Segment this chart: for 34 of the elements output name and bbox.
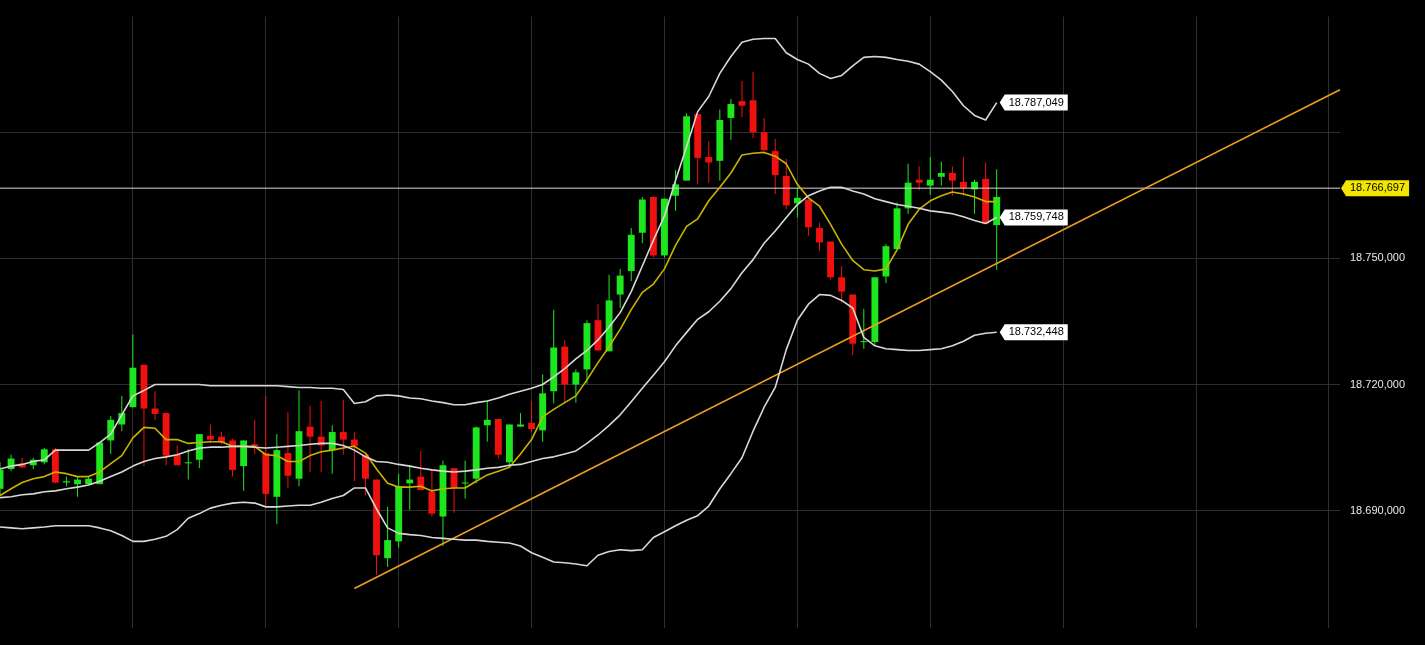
candlestick xyxy=(251,419,259,455)
candlestick xyxy=(915,165,923,191)
candlestick xyxy=(760,117,768,151)
data-label: 18.732,448 xyxy=(1008,325,1064,338)
candlestick xyxy=(616,268,624,309)
candlestick xyxy=(960,156,967,197)
y-tick-label: 18.750,000 xyxy=(1350,251,1406,264)
data-label: 18.787,049 xyxy=(1008,95,1064,108)
candlestick xyxy=(306,405,314,473)
candlestick xyxy=(705,140,713,184)
candlestick xyxy=(948,165,956,197)
candlestick xyxy=(483,400,491,443)
candlestick xyxy=(926,156,934,196)
candlestick xyxy=(937,161,945,187)
candlestick xyxy=(860,308,868,350)
y-tick-label: 18.720,000 xyxy=(1350,377,1406,390)
candlestick xyxy=(727,98,735,141)
candlestick xyxy=(184,448,192,481)
candlestick xyxy=(384,506,392,568)
candlestick xyxy=(339,399,347,456)
candlestick xyxy=(151,390,159,421)
candlestick xyxy=(738,80,746,118)
candlestick xyxy=(328,424,336,475)
candlestick xyxy=(838,265,846,304)
candlestick xyxy=(350,431,358,482)
y-tick-label: 18.690,000 xyxy=(1350,503,1406,516)
candlestick xyxy=(428,468,436,518)
candlestick xyxy=(528,400,535,433)
data-label: 18.759,748 xyxy=(1008,210,1064,223)
candlestick xyxy=(461,460,469,499)
ref-line-label: 18.766,697 xyxy=(1350,181,1406,194)
candlestick xyxy=(771,138,779,195)
candlestick xyxy=(572,368,580,404)
candlestick xyxy=(816,222,823,252)
